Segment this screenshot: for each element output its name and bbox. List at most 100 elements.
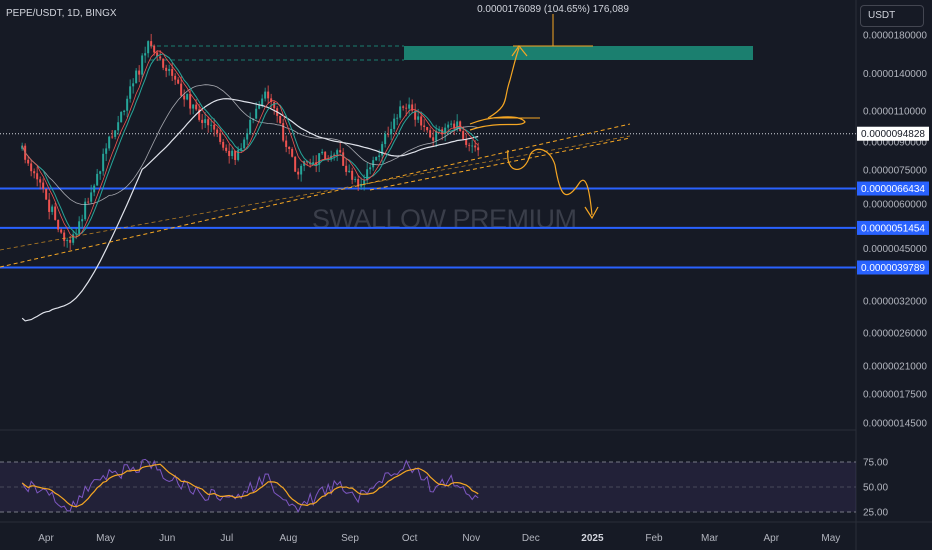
price-axis-label: 0.0000014500 [863,419,927,430]
candle-body [444,127,447,135]
current-price-tag: 0.0000094828 [857,126,929,141]
candle-body [210,124,213,126]
candle-body [246,133,249,140]
time-axis[interactable]: Apr May Jun Jul Aug Sep Oct Nov Dec 2025 Feb Mar Apr… [38,533,840,544]
trendline-mid [0,135,631,251]
candle-body [114,130,117,137]
candle-body [39,179,42,183]
time-axis-label: Apr [38,533,54,544]
candle-body [384,133,387,145]
price-axis[interactable]: 0.0000180000 0.0000140000 0.0000110000 0.00… [863,31,927,430]
candle-body [177,79,180,84]
candle-body [342,152,345,166]
level-tag-box [857,181,929,196]
rsi-axis-label: 50.00 [863,483,888,494]
candle-body [90,192,93,202]
candle-body [159,56,162,59]
price-axis-label: 0.0000110000 [863,106,927,117]
candle-body [195,104,198,110]
candle-body [111,136,114,138]
rsi-axis-label: 25.00 [863,508,888,519]
candle-body [96,173,99,186]
current-price-box [857,126,929,141]
candle-body [237,149,240,160]
candle-body [213,124,216,130]
time-axis-label: Dec [522,533,540,544]
level-tags: 0.0000066434 0.0000051454 0.0000039789 [857,181,929,275]
candle-body [48,199,51,212]
symbol-title: PEPE/USDT, 1D, BINGX [6,8,117,19]
candle-body [54,206,57,220]
candle-body [477,147,480,151]
level-tag-text: 0.0000051454 [861,223,925,234]
rsi-line [21,458,479,513]
currency-selector[interactable]: USDT [860,5,924,27]
candle-body [462,131,465,140]
candle-body [321,151,324,154]
candle-body [333,154,336,156]
candle-body [36,173,39,180]
time-axis-label: Mar [701,533,719,544]
candle-body [366,169,369,181]
candle-body [381,144,384,156]
candle-body [273,101,276,109]
candle-body [369,167,372,170]
rsi-axis[interactable]: 75.00 50.00 25.00 [863,458,888,519]
candle-body [87,201,90,203]
price-axis-label: 0.0000090000 [863,137,927,148]
candle-body [216,129,219,134]
candle-body [468,144,471,146]
watermark-text: SWALLOW PREMIUM [312,204,577,234]
candle-body [144,53,147,56]
candle-body [84,201,87,220]
rsi-ma-line [21,463,479,508]
price-axis-label: 0.0000021000 [863,361,927,372]
candle-body [135,70,138,84]
candle-body [150,41,153,46]
candle-body [399,106,402,118]
price-axis-label: 0.0000180000 [863,31,927,42]
candle-body [270,98,273,102]
annotation-loop [469,116,526,131]
candle-body [351,170,354,180]
price-axis-label: 0.0000075000 [863,165,927,176]
candle-body [402,106,405,108]
candle-body [267,91,270,99]
bullish-arrow-head [511,44,528,57]
candle-body [201,119,204,123]
candle-body [465,139,468,145]
candle-body [228,150,231,156]
level-tag-box [857,260,929,275]
candle-body [372,160,375,168]
time-axis-label: Apr [763,533,779,544]
candle-body [423,125,426,128]
candle-body [60,229,63,233]
candle-body [102,153,105,172]
candle-body [306,160,309,163]
candle-body [168,69,171,71]
candle-body [285,140,288,147]
candle-body [345,165,348,172]
candle-body [294,156,297,172]
candle-body [435,130,438,141]
candle-body [288,146,291,149]
time-axis-label: May [96,533,115,544]
candle-body [207,119,210,126]
bearish-path-arrow [507,148,593,216]
candle-body [297,171,300,175]
candle-body [153,45,156,53]
candle-body [63,232,66,241]
candle-body [141,55,144,75]
candle-body [198,109,201,120]
candle-body [66,240,69,241]
candle-body [234,150,237,160]
price-axis-label: 0.0000140000 [863,69,927,80]
time-axis-label: Jun [159,533,175,544]
candle-body [360,184,363,187]
candle-body [162,58,165,68]
candle-body [126,98,129,111]
candle-body [354,179,357,180]
candle-body [225,147,228,151]
current-price-text: 0.0000094828 [861,129,925,140]
